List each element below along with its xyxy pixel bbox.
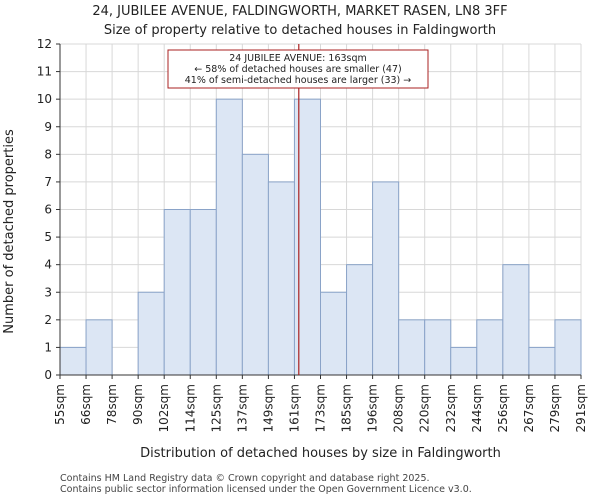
y-axis-title: Number of detached properties: [2, 129, 17, 334]
y-tick-label: 7: [44, 175, 52, 189]
x-tick-label: 279sqm: [548, 384, 562, 432]
y-tick-label: 5: [44, 230, 52, 244]
x-tick-label: 185sqm: [340, 384, 354, 432]
x-tick-label: 244sqm: [470, 384, 484, 432]
y-tick-label: 1: [44, 340, 52, 354]
bar-208sqm: [398, 319, 426, 376]
x-tick-label: 90sqm: [131, 384, 145, 425]
footer-line-1: Contains HM Land Registry data © Crown c…: [60, 473, 430, 484]
bars: [59, 98, 582, 376]
x-tick-label: 114sqm: [183, 384, 197, 432]
x-tick-label: 137sqm: [235, 384, 249, 432]
y-tick-label: 6: [44, 203, 52, 217]
annotation-line-3: 41% of semi-detached houses are larger (…: [185, 75, 412, 86]
footer: Contains HM Land Registry data © Crown c…: [60, 473, 472, 495]
y-tick-label: 12: [37, 37, 52, 51]
bar-55sqm: [59, 346, 87, 376]
x-tick-label: 208sqm: [392, 384, 406, 432]
chart-subtitle: Size of property relative to detached ho…: [103, 23, 497, 38]
bar-185sqm: [346, 264, 374, 376]
footer-line-2: Contains public sector information licen…: [60, 484, 472, 495]
annotation-line-2: ← 58% of detached houses are smaller (47…: [194, 64, 401, 75]
x-tick-label: 102sqm: [157, 384, 171, 432]
bar-256sqm: [502, 264, 530, 376]
x-tick-label: 232sqm: [444, 384, 458, 432]
y-tick-label: 11: [37, 65, 52, 79]
x-tick-labels: 55sqm 66sqm 78sqm 90sqm 102sqm 114sqm 125sqm 13…: [53, 384, 588, 432]
y-tick-label: 4: [44, 258, 52, 272]
chart-title: 24, JUBILEE AVENUE, FALDINGWORTH, MARKET…: [92, 4, 508, 19]
bar-114sqm: [189, 209, 217, 376]
y-tick-label: 3: [44, 285, 52, 299]
x-tick-label: 220sqm: [418, 384, 432, 432]
bar-90sqm: [137, 291, 165, 376]
x-tick-label: 66sqm: [79, 384, 93, 425]
bar-196sqm: [372, 181, 400, 376]
bar-137sqm: [241, 153, 269, 376]
x-tick-label: 55sqm: [53, 384, 67, 425]
x-tick-label: 256sqm: [496, 384, 510, 432]
bar-102sqm: [163, 209, 191, 376]
annotation-rect: [167, 49, 429, 89]
x-tick-label: 291sqm: [574, 384, 588, 432]
x-tick-label: 267sqm: [522, 384, 536, 432]
chart-title-block: 24, JUBILEE AVENUE, FALDINGWORTH, MARKET…: [0, 2, 600, 40]
bar-279sqm: [554, 319, 582, 376]
annotation-line-1: 24 JUBILEE AVENUE: 163sqm: [229, 53, 367, 64]
y-tick-label: 0: [44, 368, 52, 382]
y-tick-label: 8: [44, 147, 52, 161]
x-tick-label: 149sqm: [261, 384, 275, 432]
x-axis-title: Distribution of detached houses by size …: [140, 446, 501, 461]
bar-149sqm: [267, 181, 295, 376]
bar-220sqm: [424, 319, 452, 376]
y-tick-label: 2: [44, 313, 52, 327]
bar-232sqm: [450, 346, 478, 376]
bar-244sqm: [476, 319, 504, 376]
x-tick-label: 161sqm: [287, 384, 301, 432]
x-tick-label: 78sqm: [105, 384, 119, 425]
y-tick-label: 10: [37, 92, 52, 106]
x-tick-label: 196sqm: [366, 384, 380, 432]
y-tick-label: 9: [44, 120, 52, 134]
axes: [56, 43, 582, 379]
x-tick-label: 173sqm: [314, 384, 328, 432]
bar-267sqm: [528, 346, 556, 376]
annotation-box: 24 JUBILEE AVENUE: 163sqm ← 58% of detac…: [167, 49, 429, 89]
bar-66sqm: [85, 319, 113, 376]
x-tick-label: 125sqm: [209, 384, 223, 432]
bar-173sqm: [320, 291, 348, 376]
bar-125sqm: [215, 98, 243, 376]
